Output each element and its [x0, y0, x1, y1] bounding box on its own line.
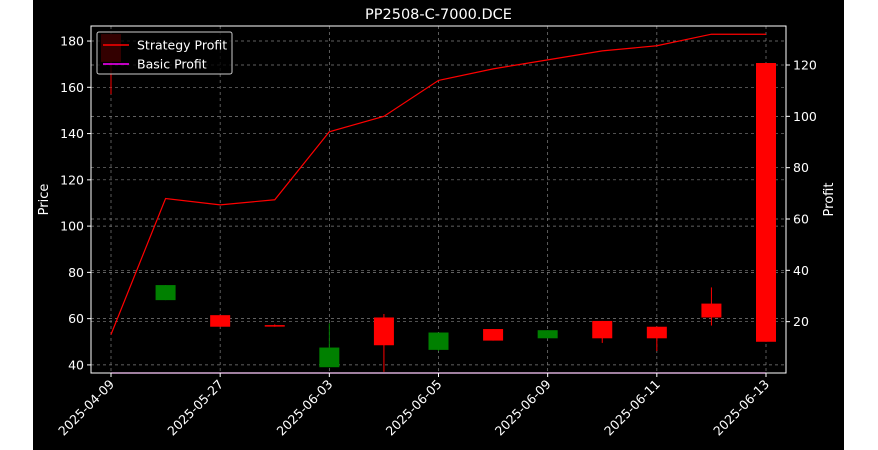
x-tick-label: 2025-06-13	[710, 377, 772, 439]
candle-body	[756, 63, 776, 342]
candle-body	[155, 285, 176, 301]
candle-layer	[101, 34, 776, 372]
y-tick-label-left: 60	[68, 311, 84, 326]
y-tick-label-left: 160	[60, 80, 84, 95]
axis-layer: 40 60 80 100 120 140 160 180 20 40 60 80 100 120 2025-…	[55, 34, 817, 439]
x-tick-label: 2025-06-11	[601, 377, 663, 439]
x-tick-label: 2025-06-03	[273, 377, 335, 439]
y-tick-label-right: 100	[793, 109, 817, 124]
legend-label: Basic Profit	[137, 57, 207, 72]
candle-body	[646, 326, 667, 339]
y-tick-label-left: 180	[60, 34, 84, 49]
candle-body	[210, 315, 231, 327]
candle-body	[592, 320, 613, 339]
chart-svg: 40 60 80 100 120 140 160 180 20 40 60 80 100 120 2025-…	[37, 7, 837, 439]
candle-body	[319, 347, 340, 368]
candle-body	[701, 303, 722, 318]
chart-area: 40 60 80 100 120 140 160 180 20 40 60 80 100 120 2025-…	[33, 0, 844, 450]
candle-body	[428, 332, 449, 350]
candle-body	[537, 330, 558, 339]
x-tick-label: 2025-06-09	[492, 376, 554, 438]
legend: Strategy Profit Basic Profit	[96, 31, 233, 75]
y-tick-label-left: 120	[60, 172, 84, 187]
y-tick-label-right: 80	[793, 160, 809, 175]
grid-layer	[91, 26, 786, 373]
x-tick-label: 2025-05-27	[164, 377, 226, 439]
legend-label: Strategy Profit	[137, 38, 227, 53]
y-tick-label-right: 20	[793, 314, 809, 329]
y-tick-label-left: 80	[68, 265, 84, 280]
candle-body	[264, 325, 285, 327]
y-tick-label-right: 60	[793, 212, 809, 227]
x-tick-label: 2025-06-05	[383, 377, 445, 439]
y-tick-label-left: 140	[60, 126, 84, 141]
x-tick-label: 2025-04-09	[55, 376, 117, 438]
y-tick-label-left: 40	[68, 357, 84, 372]
legend-items: Strategy Profit Basic Profit	[103, 38, 227, 72]
y-axis-left-label: Price	[37, 184, 52, 216]
legend-box	[96, 31, 233, 75]
candle-body	[483, 329, 504, 341]
y-tick-label-right: 120	[793, 58, 817, 73]
y-tick-label-right: 40	[793, 263, 809, 278]
y-axis-right-label: Profit	[822, 183, 837, 217]
y-tick-label-left: 100	[60, 219, 84, 234]
series-line	[110, 33, 766, 335]
chart-title: PP2508-C-7000.DCE	[365, 7, 512, 23]
candle-body	[373, 317, 394, 346]
